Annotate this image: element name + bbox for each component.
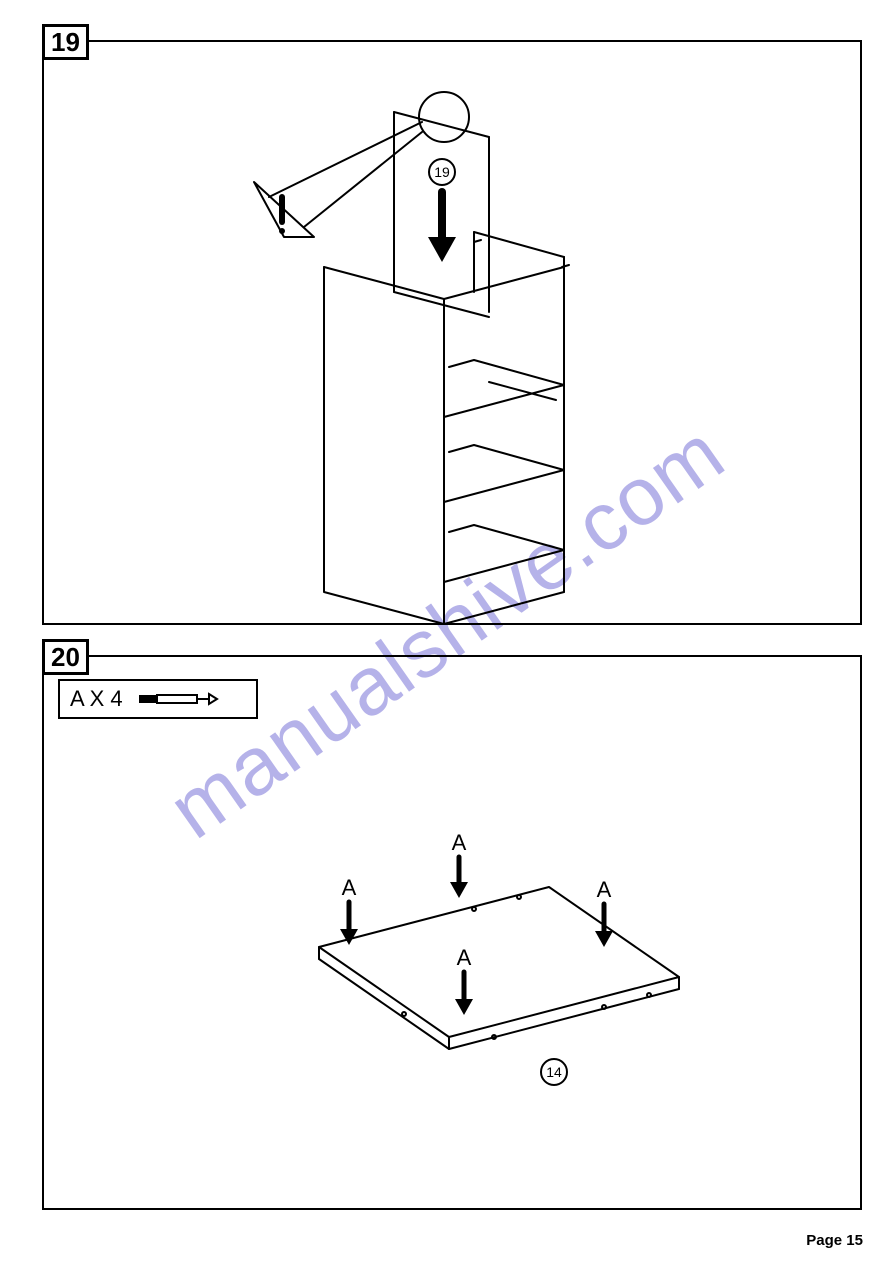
step-19-panel-label: 19 — [434, 164, 450, 180]
arrow-label-a1: A — [342, 875, 357, 900]
step-20-frame: 20 A X 4 — [42, 655, 862, 1210]
arrow-label-a4: A — [457, 945, 472, 970]
step-20-diagram: A A A A 14 — [44, 657, 864, 1212]
step-19-frame: 19 — [42, 40, 862, 625]
step-19-diagram: 19 — [44, 42, 864, 627]
page-footer: Page 15 — [806, 1232, 863, 1249]
page: manualshive.com 19 — [0, 0, 893, 1263]
arrow-label-a3: A — [597, 877, 612, 902]
step-20-board-label: 14 — [546, 1064, 562, 1080]
arrow-label-a2: A — [452, 830, 467, 855]
